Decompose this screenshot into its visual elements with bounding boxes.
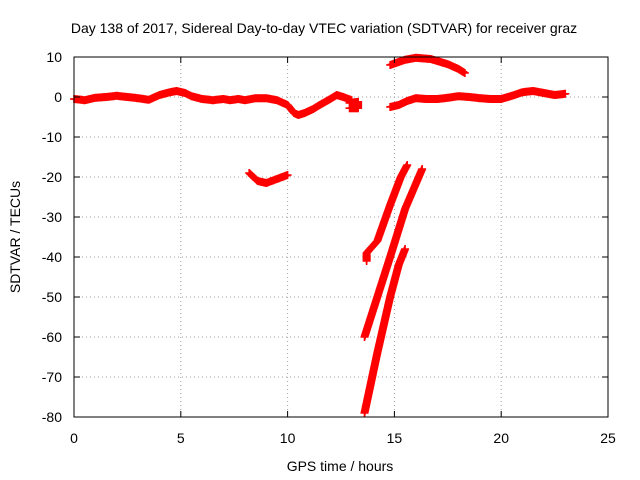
y-tick-label: -10 <box>42 129 62 145</box>
data-point <box>561 89 570 98</box>
data-point <box>418 165 427 173</box>
y-tick-label: -60 <box>42 329 62 345</box>
data-point <box>403 161 412 169</box>
y-tick-label: 10 <box>46 49 62 65</box>
y-tick-label: -20 <box>42 169 62 185</box>
data-series-segment <box>345 97 363 113</box>
x-tick-label: 0 <box>70 430 78 446</box>
plot-frame <box>73 56 609 418</box>
y-tick-label: -80 <box>42 409 62 425</box>
data-series-segment <box>245 169 292 187</box>
y-tick-label: -30 <box>42 209 62 225</box>
data-series-segment <box>386 53 469 77</box>
data-series-segment <box>360 245 410 417</box>
x-axis-label: GPS time / hours <box>287 458 394 474</box>
data-series-segment <box>360 165 427 341</box>
y-tick-label: 0 <box>54 89 62 105</box>
data-series-segment <box>70 87 356 119</box>
x-tick-label: 20 <box>493 430 509 446</box>
data-point <box>283 171 292 179</box>
y-tick-label: -50 <box>42 289 62 305</box>
x-tick-label: 5 <box>177 430 185 446</box>
x-tick-label: 15 <box>387 430 403 446</box>
axis-ticks: 10 0 -10 -20 -30 -40 -50 -60 -70 -80 0 5 10 15 20 25 <box>42 49 616 446</box>
chart-title: Day 138 of 2017, Sidereal Day-to-day VTE… <box>71 20 577 36</box>
data-series-segment <box>362 161 412 265</box>
data-point <box>345 104 354 113</box>
y-tick-label: -40 <box>42 249 62 265</box>
x-tick-label: 25 <box>600 430 616 446</box>
plot-area <box>70 53 570 417</box>
data-series-segment <box>386 87 570 111</box>
y-axis-label: SDTVAR / TECUs <box>7 181 23 293</box>
grid <box>74 57 608 417</box>
data-point <box>460 69 469 77</box>
y-tick-label: -70 <box>42 369 62 385</box>
data-point <box>401 245 410 253</box>
x-tick-label: 10 <box>280 430 296 446</box>
